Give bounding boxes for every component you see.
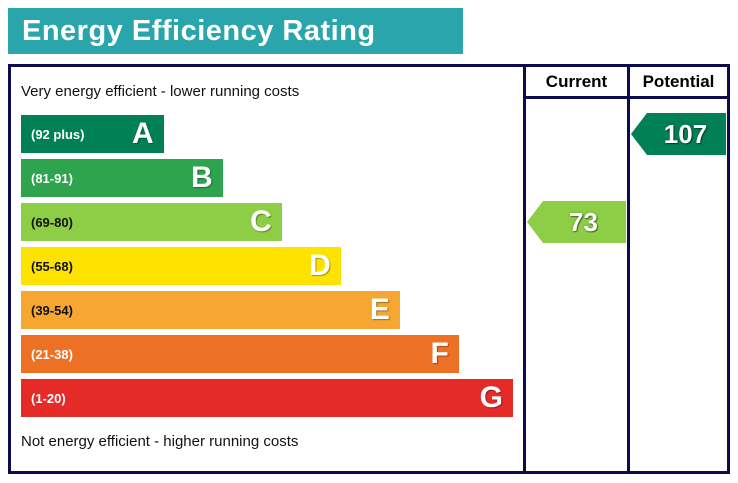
band-letter: A (132, 117, 154, 150)
band-range-label: (92 plus) (31, 126, 85, 142)
potential-column: Potential 107 (627, 67, 727, 471)
band-bar-a: (92 plus) A (21, 115, 164, 153)
chart-title: Energy Efficiency Rating (8, 8, 463, 54)
potential-column-header: Potential (630, 67, 727, 99)
band-letter: D (309, 249, 331, 282)
band-range-label: (55-68) (31, 258, 73, 274)
band-letter: G (479, 381, 503, 414)
band-bar-d: (55-68) D (21, 247, 341, 285)
band-row-c: (69-80) C (21, 203, 513, 241)
band-bar-f: (21-38) F (21, 335, 459, 373)
band-row-b: (81-91) B (21, 159, 513, 197)
bands-column: Very energy efficient - lower running co… (11, 67, 523, 471)
band-range-label: (1-20) (31, 390, 66, 406)
current-column-header: Current (526, 67, 627, 99)
potential-rating-value: 107 (663, 118, 708, 149)
band-row-e: (39-54) E (21, 291, 513, 329)
band-bar-b: (81-91) B (21, 159, 223, 197)
band-letter: C (250, 205, 272, 238)
band-range-label: (21-38) (31, 346, 73, 362)
band-letter: B (191, 161, 213, 194)
current-rating-value: 73 (569, 206, 598, 237)
potential-rating-arrow: 107 (631, 113, 726, 155)
band-letter: E (369, 293, 390, 326)
top-note: Very energy efficient - lower running co… (21, 83, 300, 100)
band-bar-e: (39-54) E (21, 291, 400, 329)
band-range-label: (39-54) (31, 302, 73, 318)
band-letter: F (430, 337, 449, 370)
bottom-note: Not energy efficient - higher running co… (21, 433, 299, 450)
band-range-label: (81-91) (31, 170, 73, 186)
rating-table: Very energy efficient - lower running co… (8, 64, 730, 474)
band-bar-g: (1-20) G (21, 379, 513, 417)
band-range-label: (69-80) (31, 214, 73, 230)
band-row-f: (21-38) F (21, 335, 513, 373)
band-bar-c: (69-80) C (21, 203, 282, 241)
band-row-d: (55-68) D (21, 247, 513, 285)
band-row-g: (1-20) G (21, 379, 513, 417)
current-rating-arrow: 73 (527, 201, 626, 243)
current-column: Current 73 (523, 67, 627, 471)
band-row-a: (92 plus) A (21, 115, 513, 153)
current-column-body: 73 (526, 99, 627, 471)
potential-column-body: 107 (630, 99, 727, 471)
